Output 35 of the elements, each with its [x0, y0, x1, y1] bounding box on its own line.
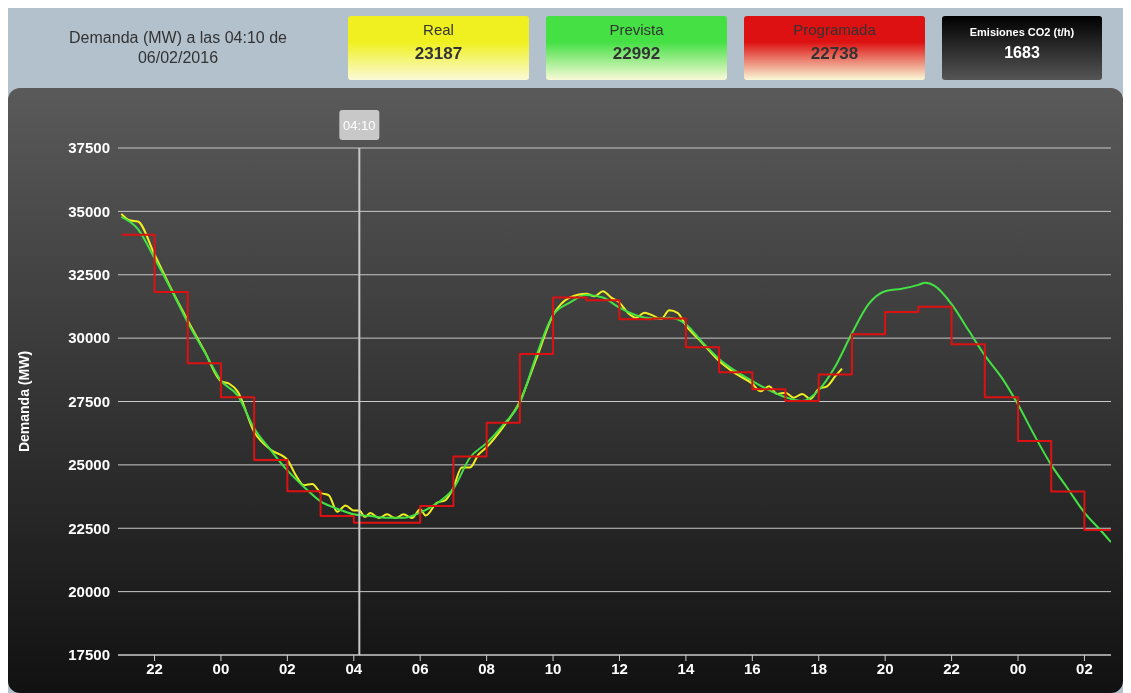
y-tick-label: 22500	[68, 519, 110, 537]
text: 1683	[1003, 44, 1041, 62]
x-tick-label: 16	[743, 659, 761, 677]
x-tick-label: 00	[212, 659, 230, 677]
x-tick-label: 12	[611, 659, 628, 677]
x-tick-label: 08	[478, 659, 495, 677]
text: 22738	[744, 42, 925, 80]
text: Programada	[744, 16, 925, 42]
y-tick-label: 27500	[68, 392, 110, 410]
x-tick-label: 04	[345, 659, 363, 677]
y-tick-label: 25000	[68, 456, 110, 474]
x-tick-label: 02	[279, 659, 296, 677]
text: Emisiones CO2 (t/h)	[968, 26, 1076, 38]
text: Prevista	[546, 16, 727, 42]
text: 23187	[348, 42, 529, 80]
x-tick-label: 22	[943, 659, 960, 677]
y-tick-label: 35000	[68, 202, 110, 220]
text: Real	[348, 16, 529, 42]
x-tick-label: 06	[411, 659, 429, 677]
line-series	[120, 212, 843, 520]
x-tick-label: 22	[146, 659, 163, 677]
x-tick-label: 20	[876, 659, 894, 677]
x-tick-label: 02	[1076, 659, 1093, 677]
y-tick-label: 30000	[68, 329, 110, 347]
y-tick-label: 20000	[68, 582, 110, 600]
y-tick-label: 17500	[68, 646, 110, 664]
x-tick-label: 10	[544, 659, 562, 677]
x-tick-label: 00	[1009, 659, 1027, 677]
x-tick-label: 18	[810, 659, 828, 677]
chart-title: Demanda (MW) a las 04:10 de 06/02/2016	[68, 28, 288, 68]
y-tick-label: 32500	[68, 266, 110, 284]
x-tick-label: 14	[677, 659, 695, 677]
y-axis-title: Demanda (MW)	[15, 350, 32, 453]
y-tick-label: 37500	[68, 139, 110, 157]
text: 22992	[546, 42, 727, 80]
